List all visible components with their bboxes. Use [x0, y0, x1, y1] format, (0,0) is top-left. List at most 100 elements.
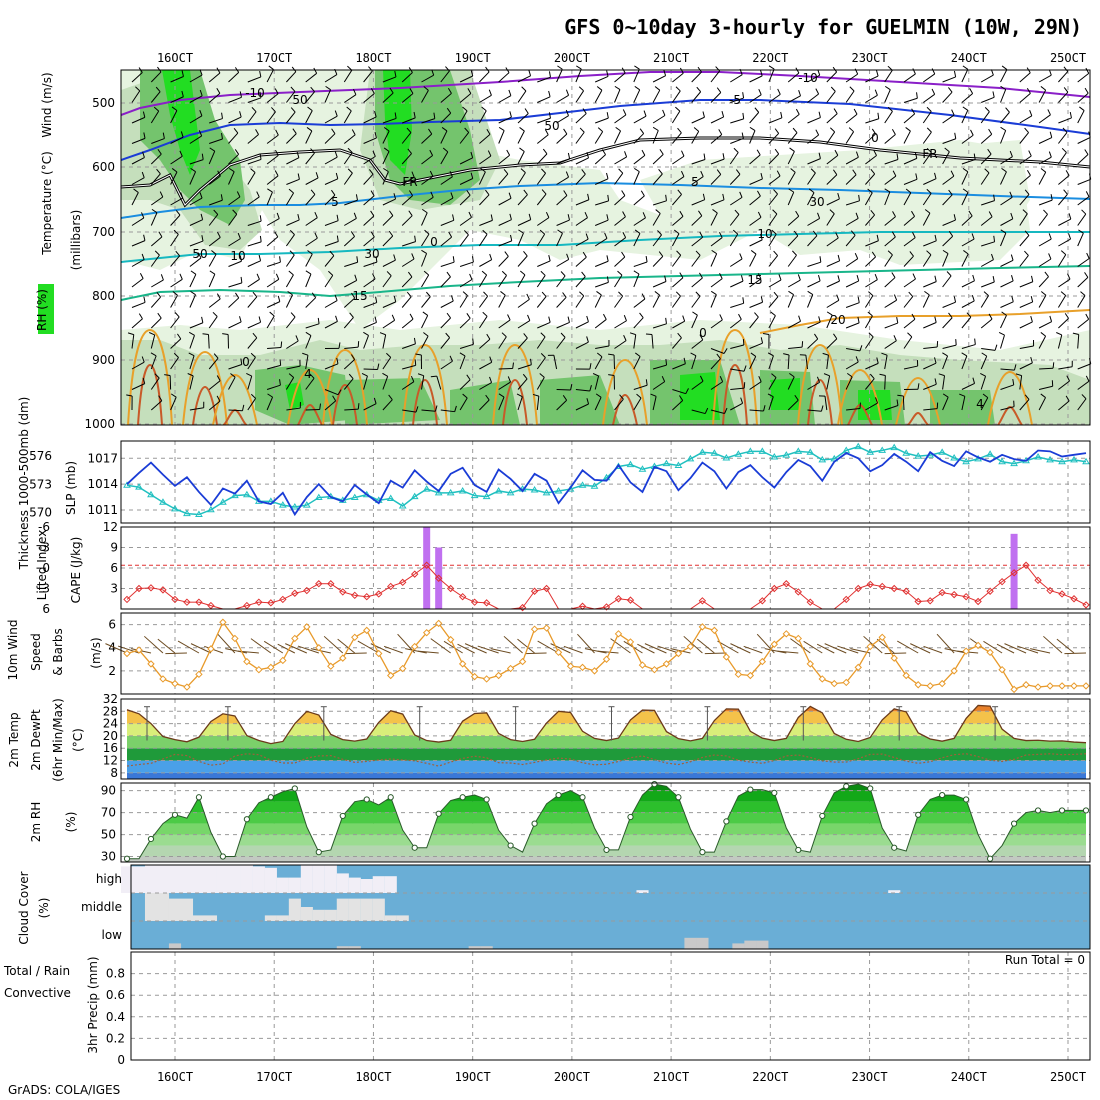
wind-barb [575, 238, 589, 247]
wind-barb [421, 253, 428, 267]
wind-barb-feather [575, 65, 582, 70]
wind-barb [1000, 232, 1007, 247]
wind-barb [207, 334, 210, 349]
wind-barb-feather [778, 274, 782, 281]
wind-barb [305, 335, 312, 349]
wind-barb [382, 334, 387, 349]
wind10-barb [944, 648, 967, 654]
wind-barb-feather [199, 192, 203, 199]
thickness-point [674, 461, 683, 469]
precip-tick: 0.4 [106, 1010, 125, 1024]
wind-barb-feather [622, 211, 626, 218]
wind-barb [1038, 276, 1049, 288]
cloud-bar [348, 946, 361, 949]
wind-barb [942, 317, 953, 329]
wind-barb-feather [449, 171, 453, 177]
thickness-point [506, 488, 515, 496]
wind-barb [807, 172, 816, 185]
wind-barb [884, 254, 893, 267]
wind-barb [170, 338, 182, 349]
wind-barb [324, 255, 335, 267]
thickness-point [890, 443, 899, 451]
wind-barb-feather [867, 311, 873, 317]
ylabel-precip: 3hr Precip (mm) [86, 956, 100, 1053]
thickness-point [242, 490, 251, 498]
li-tick: 3 [42, 582, 50, 596]
wind10-barb [443, 640, 463, 654]
wind-barb [652, 89, 661, 103]
cloud-bar [240, 865, 253, 893]
wind-barb-feather [584, 211, 588, 218]
wind10-point [842, 678, 850, 687]
wind10-point [399, 664, 407, 673]
x-tick-label: 25OCT [1050, 51, 1086, 65]
thickness-point [398, 502, 407, 509]
wind-barb [459, 194, 471, 206]
wind-barb-feather [870, 169, 876, 175]
wind-barb [402, 343, 416, 349]
wind-barb-feather [158, 395, 163, 401]
wind10-barb [1064, 652, 1087, 655]
li-point [147, 584, 155, 592]
cloud-bar [348, 877, 361, 893]
li-point [470, 598, 479, 606]
wind-barb-feather [423, 270, 429, 276]
wind-barb-feather [154, 250, 160, 256]
wind-barb [652, 364, 667, 370]
wind-barb-feather [508, 192, 512, 199]
wind-barb [691, 215, 703, 226]
wind-barb-feather [1005, 107, 1010, 113]
wind-barb [189, 74, 203, 83]
wind-barb [923, 408, 938, 411]
wind-barb-feather [988, 313, 993, 320]
wind-barb-feather [408, 210, 413, 216]
wind-barb-feather [946, 271, 952, 277]
thickness-point [1058, 457, 1066, 465]
wind-barb-feather [143, 132, 146, 139]
wind-barb [1058, 175, 1070, 185]
wind10-point [1010, 685, 1018, 694]
li-segment [761, 588, 775, 602]
rh-fill-dark [345, 378, 440, 425]
wind-barb-feather [934, 275, 937, 282]
ylabel-ms: (m/s) [89, 637, 103, 668]
rh-fill-bright [680, 372, 720, 420]
wind-barb [556, 389, 571, 391]
wind-barb-feather [363, 331, 369, 336]
wind-barb [131, 334, 135, 349]
wind-barb-feather [852, 169, 857, 175]
x-tick-label: 16OCT [157, 51, 193, 65]
wind10-point [135, 646, 143, 654]
precip-panel: 0.80.60.40.20 [106, 951, 1091, 1067]
wind-barb-feather [934, 378, 937, 385]
wind10-point [327, 662, 335, 670]
wind-barb [266, 134, 279, 144]
temp-band [127, 760, 1086, 773]
wind-barb [651, 334, 654, 349]
wind-barb-feather [370, 231, 375, 238]
wind-barb [845, 376, 853, 390]
wind-barb [826, 174, 838, 185]
wind-barb [382, 235, 394, 247]
wind-barb [575, 217, 588, 226]
wind10-point [938, 679, 946, 688]
wind-barb-feather [760, 233, 763, 241]
ylabel-cape: CAPE (J/kg) [69, 537, 83, 604]
wind-barb [787, 254, 797, 267]
wind-barb-feather [389, 87, 394, 94]
wind-barb-feather [170, 393, 177, 398]
wind-barb-feather [481, 270, 487, 276]
ylabel-rh-pct: (%) [64, 812, 78, 833]
wind-barb [228, 213, 238, 226]
wind-barb-feather [1031, 275, 1034, 282]
wind-barb [691, 131, 700, 144]
wind-barb [961, 396, 966, 411]
wind-barb [363, 278, 376, 288]
thickness-point [722, 453, 731, 461]
wind-barb [768, 233, 777, 247]
wind-barb [672, 400, 684, 411]
wind-barb [768, 355, 774, 370]
wind-barb [1057, 334, 1063, 349]
wind-barb-feather [724, 407, 728, 414]
wind-barb [131, 72, 143, 83]
